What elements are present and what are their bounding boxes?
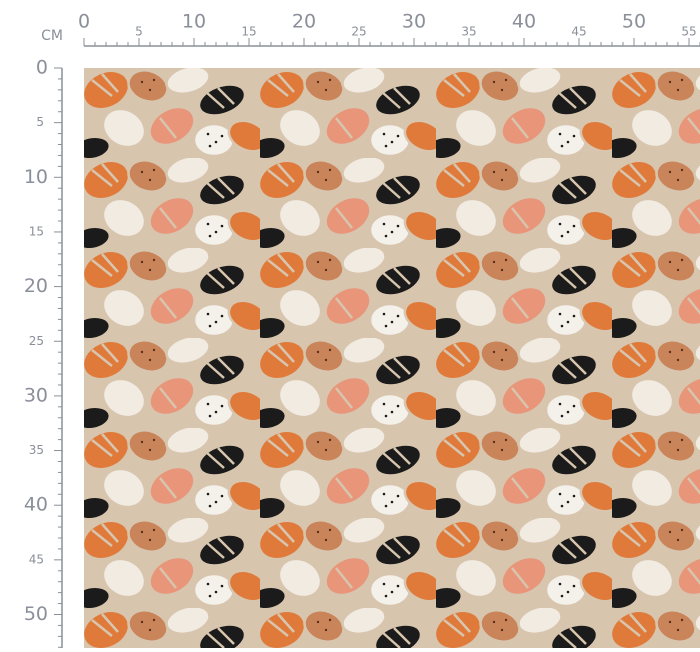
ruler-label: 20 xyxy=(24,275,48,297)
ruler-label: 40 xyxy=(24,494,48,516)
ruler-label: 10 xyxy=(182,11,206,33)
ruler-label: 45 xyxy=(29,552,44,566)
ruler-label: 25 xyxy=(29,334,44,348)
fabric-pattern xyxy=(84,68,700,648)
ruler-label: 0 xyxy=(78,11,90,33)
ruler-label: 25 xyxy=(351,25,366,39)
ruler-label: 20 xyxy=(292,11,316,33)
ruler-label: 50 xyxy=(24,603,48,625)
ruler-label: 15 xyxy=(29,224,44,238)
ruler-label: 15 xyxy=(241,25,256,39)
ruler-label: 30 xyxy=(402,11,426,33)
ruler-label: 30 xyxy=(24,384,48,406)
unit-label: CM xyxy=(41,28,63,44)
ruler-label: 40 xyxy=(512,11,536,33)
ruler-label: 5 xyxy=(135,25,143,39)
ruler-label: 10 xyxy=(24,166,48,188)
ruler-label: 35 xyxy=(461,25,476,39)
ruler-label: 35 xyxy=(29,443,44,457)
ruler-label: 45 xyxy=(571,25,586,39)
ruler-label: 50 xyxy=(622,11,646,33)
ruler-label: 5 xyxy=(36,115,44,129)
ruler-label: 0 xyxy=(36,57,48,79)
ruler-label: 55 xyxy=(681,25,696,39)
